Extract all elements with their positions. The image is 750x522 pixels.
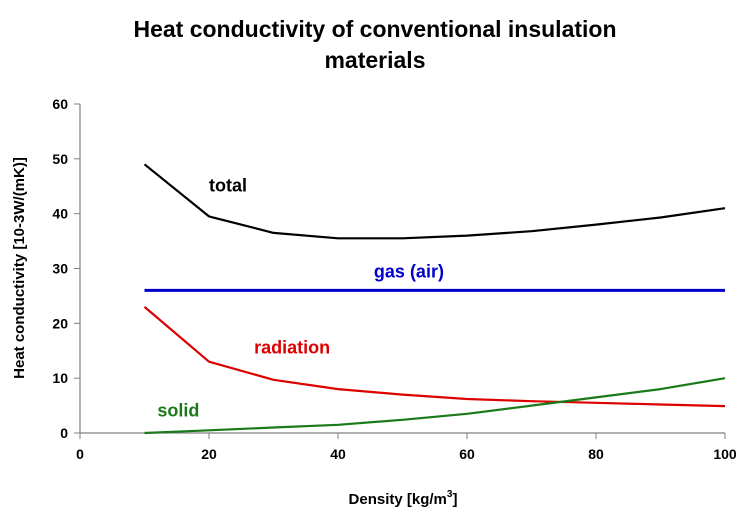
chart-title-line-1: Heat conductivity of conventional insula… — [133, 16, 617, 42]
chart-title: Heat conductivity of conventional insula… — [0, 14, 750, 76]
series-line-solid — [144, 377, 726, 435]
x-axis-ticks: 0 20 40 60 80 100 — [76, 433, 737, 462]
x-tick-label: 100 — [713, 446, 737, 462]
y-tick-label: 60 — [52, 96, 68, 112]
x-axis-label: Density [kg/m3] — [349, 489, 458, 508]
y-axis-label: Heat conductivity [10-3W/(mK)] — [11, 157, 28, 379]
y-tick-label: 20 — [52, 315, 68, 331]
series-label-radiation: radiation — [254, 337, 330, 357]
x-tick-label: 60 — [459, 446, 475, 462]
series-label-total: total — [209, 176, 247, 196]
x-axis-label-text: Density [kg/m — [349, 491, 447, 508]
series-label-solid: solid — [157, 401, 199, 421]
y-tick-label: 10 — [52, 370, 68, 386]
series-lines — [143, 163, 726, 435]
y-tick-label: 50 — [52, 151, 68, 167]
x-tick-label: 0 — [76, 446, 84, 462]
y-tick-label: 40 — [52, 206, 68, 222]
x-tick-label: 20 — [201, 446, 217, 462]
series-line-radiation — [143, 306, 726, 408]
y-tick-label: 30 — [52, 261, 68, 277]
x-tick-label: 40 — [330, 446, 346, 462]
x-axis-label-superscript: 3 — [447, 489, 453, 500]
y-tick-label: 0 — [60, 425, 68, 441]
series-labels: total gas (air) radiation solid — [157, 176, 444, 421]
y-axis-ticks: 0 10 20 30 40 50 60 — [52, 96, 80, 441]
chart-title-line-2: materials — [324, 47, 426, 73]
series-label-gas-air: gas (air) — [374, 261, 444, 281]
x-axis-label-end: ] — [452, 491, 457, 508]
x-tick-label: 80 — [588, 446, 604, 462]
series-line-total — [143, 163, 726, 240]
